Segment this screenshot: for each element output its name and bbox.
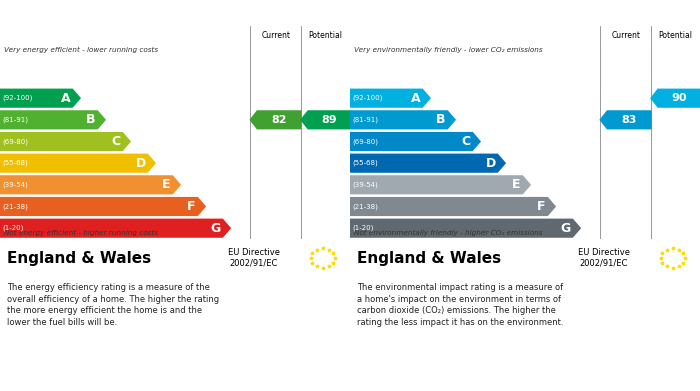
Text: (92-100): (92-100) [353, 95, 383, 101]
Polygon shape [350, 133, 480, 151]
Text: A: A [61, 91, 71, 105]
Text: (55-68): (55-68) [353, 160, 379, 167]
Text: D: D [486, 157, 496, 170]
Text: (21-38): (21-38) [3, 203, 29, 210]
Text: (39-54): (39-54) [353, 181, 379, 188]
Text: C: C [111, 135, 120, 148]
Polygon shape [651, 89, 700, 107]
Text: Not environmentally friendly - higher CO₂ emissions: Not environmentally friendly - higher CO… [354, 230, 542, 236]
Text: England & Wales: England & Wales [7, 251, 151, 265]
Polygon shape [251, 111, 301, 129]
Polygon shape [350, 111, 455, 129]
Polygon shape [0, 111, 105, 129]
Text: C: C [461, 135, 470, 148]
Text: (1-20): (1-20) [3, 225, 25, 231]
Text: Potential: Potential [659, 30, 692, 39]
Text: EU Directive
2002/91/EC: EU Directive 2002/91/EC [228, 248, 279, 268]
Polygon shape [350, 176, 530, 194]
Text: (92-100): (92-100) [3, 95, 33, 101]
Text: 82: 82 [272, 115, 287, 125]
Text: B: B [436, 113, 446, 126]
Text: The environmental impact rating is a measure of
a home's impact on the environme: The environmental impact rating is a mea… [357, 283, 564, 327]
Text: G: G [561, 222, 570, 235]
Text: (21-38): (21-38) [353, 203, 379, 210]
Text: Very energy efficient - lower running costs: Very energy efficient - lower running co… [4, 47, 158, 53]
Polygon shape [0, 154, 155, 172]
Text: G: G [211, 222, 220, 235]
Text: Not energy efficient - higher running costs: Not energy efficient - higher running co… [4, 230, 158, 236]
Polygon shape [350, 154, 505, 172]
Text: (69-80): (69-80) [353, 138, 379, 145]
Text: E: E [162, 178, 171, 191]
Text: (55-68): (55-68) [3, 160, 29, 167]
Text: Current: Current [611, 30, 640, 39]
Polygon shape [0, 133, 130, 151]
Text: Current: Current [261, 30, 290, 39]
Text: A: A [411, 91, 421, 105]
Text: 90: 90 [671, 93, 687, 103]
Text: (1-20): (1-20) [353, 225, 375, 231]
Polygon shape [0, 89, 80, 107]
Text: (69-80): (69-80) [3, 138, 29, 145]
Text: (81-91): (81-91) [353, 117, 379, 123]
Text: Potential: Potential [309, 30, 342, 39]
Text: B: B [86, 113, 96, 126]
Text: Environmental Impact (CO₂) Rating: Environmental Impact (CO₂) Rating [357, 7, 589, 20]
Polygon shape [350, 197, 555, 215]
Text: F: F [188, 200, 196, 213]
Polygon shape [350, 89, 430, 107]
Polygon shape [0, 219, 230, 237]
Text: 83: 83 [622, 115, 637, 125]
Polygon shape [350, 219, 580, 237]
Text: D: D [136, 157, 146, 170]
Polygon shape [0, 176, 180, 194]
Polygon shape [0, 197, 205, 215]
Text: Very environmentally friendly - lower CO₂ emissions: Very environmentally friendly - lower CO… [354, 47, 542, 53]
Text: 89: 89 [321, 115, 337, 125]
Text: England & Wales: England & Wales [357, 251, 501, 265]
Text: Energy Efficiency Rating: Energy Efficiency Rating [7, 7, 169, 20]
Text: (81-91): (81-91) [3, 117, 29, 123]
Text: The energy efficiency rating is a measure of the
overall efficiency of a home. T: The energy efficiency rating is a measur… [7, 283, 219, 327]
Polygon shape [301, 111, 350, 129]
Text: F: F [538, 200, 546, 213]
Text: EU Directive
2002/91/EC: EU Directive 2002/91/EC [578, 248, 629, 268]
Text: E: E [512, 178, 521, 191]
Text: (39-54): (39-54) [3, 181, 29, 188]
Polygon shape [601, 111, 651, 129]
